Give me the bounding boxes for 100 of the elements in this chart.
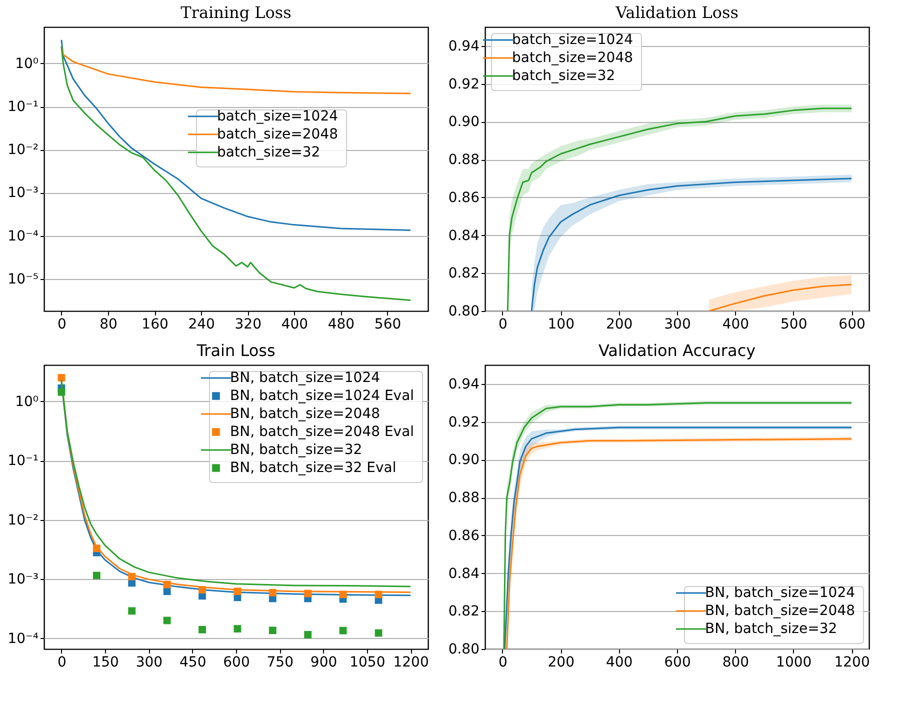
x-tick-label: 600 — [838, 316, 866, 332]
point — [58, 374, 66, 382]
legend-label: batch_size=32 — [217, 144, 320, 160]
y-tick-label: 0.94 — [448, 38, 480, 54]
y-tick-label: 10⁻³ — [8, 572, 38, 588]
y-tick-label: 0.80 — [448, 304, 480, 320]
point — [128, 607, 136, 615]
y-tick-label: 0.88 — [448, 490, 480, 506]
legend-label: BN, batch_size=2048 — [230, 406, 380, 422]
chart-title: Validation Accuracy — [598, 341, 756, 360]
x-tick-label: 1200 — [393, 654, 429, 670]
x-tick-label: 400 — [281, 316, 308, 332]
legend-label: batch_size=1024 — [217, 108, 338, 124]
line-series — [708, 284, 852, 311]
y-tick-label: 0.84 — [448, 228, 480, 244]
y-tick-label: 10⁰ — [15, 56, 39, 72]
line-series — [60, 39, 412, 231]
x-tick-label: 500 — [780, 316, 808, 332]
x-tick-label: 0 — [498, 654, 508, 670]
x-tick-label: 160 — [142, 316, 168, 332]
y-tick-label: 0.90 — [448, 114, 480, 130]
legend-label: batch_size=32 — [512, 68, 616, 84]
x-tick-label: 0 — [57, 654, 66, 670]
x-tick-label: 1000 — [776, 654, 812, 670]
point — [374, 629, 382, 637]
x-tick-label: 300 — [136, 654, 163, 670]
point — [268, 588, 276, 596]
y-tick-label: 0.88 — [448, 152, 480, 168]
point — [304, 631, 312, 638]
y-tick-label: 0.92 — [448, 414, 480, 430]
y-tick-label: 0.82 — [448, 604, 480, 620]
x-tick-label: 400 — [722, 316, 750, 332]
legend-label: BN, batch_size=2048 — [705, 603, 856, 619]
point — [268, 626, 276, 634]
legend-label: batch_size=2048 — [217, 126, 338, 142]
point — [374, 590, 382, 598]
x-tick-label: 300 — [664, 316, 691, 332]
chart-title: Train Loss — [196, 341, 276, 360]
legend-label: BN, batch_size=32 — [705, 621, 838, 637]
x-tick-label: 240 — [188, 316, 215, 332]
x-tick-label: 750 — [266, 654, 294, 670]
line-series — [60, 46, 412, 94]
y-tick-label: 0.92 — [448, 76, 480, 92]
y-tick-label: 0.80 — [448, 642, 480, 658]
point — [163, 588, 171, 596]
point — [198, 626, 206, 634]
x-tick-label: 320 — [234, 316, 262, 332]
x-tick-label: 600 — [664, 654, 691, 670]
y-tick-label: 10⁻⁴ — [8, 228, 39, 244]
point — [339, 590, 347, 598]
point — [58, 388, 66, 396]
y-tick-label: 10⁻⁴ — [8, 630, 39, 647]
x-tick-label: 80 — [100, 316, 118, 332]
y-tick-label: 10⁻¹ — [8, 453, 38, 470]
point — [234, 588, 242, 596]
point — [339, 626, 347, 634]
y-tick-label: 10⁻² — [8, 142, 38, 158]
line-series — [60, 46, 412, 301]
x-tick-label: 400 — [606, 654, 633, 670]
x-tick-label: 150 — [92, 654, 119, 670]
legend-label: BN, batch_size=1024 — [705, 585, 856, 601]
x-tick-label: 100 — [548, 316, 575, 332]
x-tick-label: 200 — [606, 316, 633, 332]
y-tick-label: 0.94 — [448, 376, 480, 392]
legend-label: BN, batch_size=2048 Eval — [230, 424, 414, 440]
point — [128, 572, 136, 580]
x-tick-label: 0 — [498, 316, 508, 332]
x-tick-label: 0 — [57, 316, 66, 332]
x-tick-label: 1200 — [834, 654, 870, 670]
chart-title: Validation Loss — [614, 3, 738, 22]
x-tick-label: 600 — [223, 654, 250, 670]
y-tick-label: 0.90 — [448, 452, 480, 468]
point — [92, 572, 100, 580]
y-tick-label: 10⁻¹ — [8, 99, 38, 116]
chart-title: Training Loss — [180, 3, 292, 22]
y-tick-label: 0.84 — [448, 566, 480, 582]
y-tick-label: 0.86 — [448, 190, 480, 206]
point — [163, 616, 171, 624]
legend-label: batch_size=1024 — [512, 32, 634, 48]
x-tick-label: 560 — [374, 316, 402, 332]
point — [92, 544, 100, 552]
x-tick-label: 800 — [722, 654, 750, 670]
x-tick-label: 1050 — [350, 654, 386, 670]
x-tick-label: 900 — [310, 654, 338, 670]
y-tick-label: 0.86 — [448, 528, 480, 544]
point — [163, 580, 171, 588]
y-tick-label: 10⁻² — [8, 512, 38, 528]
point — [198, 586, 206, 594]
x-tick-label: 200 — [548, 654, 575, 670]
legend-label: BN, batch_size=1024 — [230, 370, 380, 386]
legend-label: BN, batch_size=32 Eval — [230, 460, 396, 476]
y-tick-label: 10⁰ — [15, 394, 39, 410]
legend-label: BN, batch_size=1024 Eval — [230, 388, 414, 404]
point — [234, 625, 242, 632]
y-tick-label: 10⁻³ — [8, 185, 38, 202]
legend-label: batch_size=2048 — [512, 50, 634, 66]
point — [304, 590, 312, 598]
x-tick-label: 450 — [179, 654, 206, 670]
x-tick-label: 480 — [328, 316, 355, 332]
y-tick-label: 0.82 — [448, 266, 480, 282]
